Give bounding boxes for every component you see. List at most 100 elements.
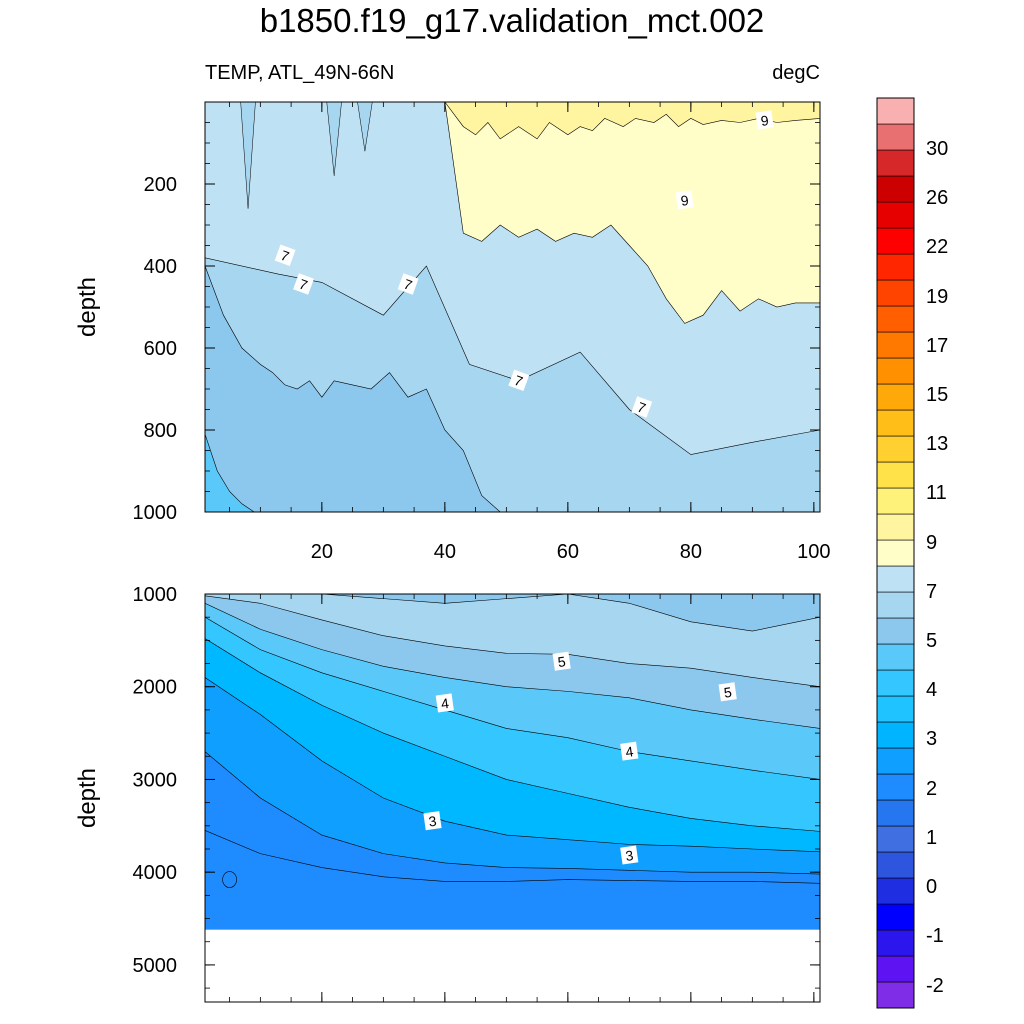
colorbar: 30 26 22 19 17 15 13 11 9 7 5 4 3 2 1 0 -1 -2 — [876, 97, 948, 1009]
cold-tongue — [326, 102, 342, 176]
contour-label: 4 — [620, 741, 639, 761]
x-tick-label: 60 — [557, 541, 579, 563]
contour-fill-6 — [205, 265, 820, 512]
contour-label-box — [675, 190, 694, 210]
deep-fill — [205, 886, 820, 930]
colorbar-label: 19 — [926, 286, 948, 308]
x-axis: 20 40 60 80 100 — [229, 102, 831, 563]
colorbar-swatch — [876, 591, 915, 619]
colorbar-label: 2 — [926, 778, 937, 800]
y-axis-label: depth — [74, 277, 101, 337]
contour-label-text: 9 — [680, 192, 690, 209]
colorbar-label: 4 — [926, 679, 937, 701]
y-tick-label: 400 — [144, 256, 177, 278]
x-tick-label: 20 — [311, 541, 333, 563]
contour-label-text: 3 — [624, 847, 634, 864]
contour-label-box — [552, 651, 571, 671]
colorbar-swatch — [876, 825, 915, 853]
colorbar-swatch — [876, 747, 915, 775]
colorbar-swatch — [876, 877, 915, 905]
colorbar-swatch — [876, 929, 915, 957]
x-tick-label: 80 — [680, 541, 702, 563]
colorbar-swatch — [876, 643, 915, 671]
contour-label: 7 — [631, 396, 653, 418]
colorbar-swatch — [876, 383, 915, 411]
closed-contour — [222, 871, 237, 888]
colorbar-label: 17 — [926, 335, 948, 357]
colorbar-label: 3 — [926, 728, 937, 750]
colorbar-swatch — [876, 149, 915, 177]
y-axis: 200 400 600 800 1000 — [133, 101, 820, 524]
colorbar-label: 0 — [926, 876, 937, 898]
colorbar-swatch — [876, 123, 915, 151]
y-axis-label: depth — [74, 768, 101, 828]
colorbar-swatch — [876, 253, 915, 281]
colorbar-label: -2 — [926, 975, 944, 997]
colorbar-label: -1 — [926, 925, 944, 947]
contour-label-box — [718, 682, 737, 702]
colorbar-swatch — [876, 539, 915, 567]
colorbar-swatch — [876, 175, 915, 203]
y-tick-label: 1000 — [133, 584, 178, 606]
colorbar-label: 7 — [926, 581, 937, 603]
variable-label: TEMP, ATL_49N-66N — [205, 62, 395, 84]
plot-frame — [204, 593, 821, 1003]
colorbar-swatch — [876, 201, 915, 229]
contour-label-box — [620, 741, 639, 761]
x-axis — [229, 594, 815, 1002]
contour-label: 4 — [435, 693, 454, 713]
contour-label: 3 — [423, 811, 442, 831]
contour-label-text: 4 — [440, 695, 450, 712]
contour-label-box — [423, 811, 442, 831]
colorbar-swatch — [876, 279, 915, 307]
colorbar-label: 1 — [926, 827, 937, 849]
contour-label-box — [397, 273, 419, 295]
colorbar-swatch — [876, 409, 915, 437]
y-tick-label: 600 — [144, 338, 177, 360]
colorbar-swatch — [876, 981, 915, 1009]
colorbar-label: 15 — [926, 384, 948, 406]
y-tick-label: 5000 — [133, 955, 178, 977]
colorbar-label: 5 — [926, 630, 937, 652]
colorbar-swatch — [876, 305, 915, 333]
colorbar-label: 26 — [926, 187, 948, 209]
contour-label-text: 9 — [760, 112, 770, 129]
contour-label-box — [435, 693, 454, 713]
y-tick-label: 4000 — [133, 862, 178, 884]
contour-label: 3 — [620, 845, 639, 865]
colorbar-swatch — [876, 357, 915, 385]
y-tick-label: 800 — [144, 420, 177, 442]
colorbar-swatch — [876, 97, 915, 125]
contour-label: 7 — [397, 273, 419, 295]
y-tick-label: 3000 — [133, 769, 178, 791]
lower-contour-panel: 5 5 4 4 3 3 1000 2000 3000 4000 5000 depth — [74, 584, 821, 1003]
contour-label: 7 — [508, 369, 530, 392]
cold-tongue — [240, 102, 256, 209]
contour-label: 9 — [755, 110, 774, 130]
no-data-region — [205, 929, 820, 1002]
plot-area: 5 5 4 4 3 3 — [205, 594, 820, 1002]
contour-label-box — [508, 369, 530, 392]
colorbar-swatch — [876, 461, 915, 489]
colorbar-swatch — [876, 721, 915, 749]
cold-tongue — [357, 102, 373, 152]
contour-label-box — [755, 110, 774, 130]
colorbar-swatch — [876, 565, 915, 593]
colorbar-swatch — [876, 669, 915, 697]
colorbar-swatch — [876, 487, 915, 515]
colorbar-label: 13 — [926, 433, 948, 455]
x-tick-label: 100 — [797, 541, 830, 563]
colorbar-swatch — [876, 331, 915, 359]
colorbar-swatch — [876, 435, 915, 463]
contour-label-box — [631, 396, 653, 418]
y-tick-label: 1000 — [133, 502, 178, 524]
colorbar-swatch — [876, 851, 915, 879]
contour-label-box — [620, 845, 639, 865]
contour-label-text: 5 — [723, 684, 733, 701]
contour-label-box — [293, 273, 314, 295]
colorbar-label: 11 — [926, 482, 947, 504]
colorbar-swatch — [876, 773, 915, 801]
colorbar-swatch — [876, 799, 915, 827]
y-tick-label: 2000 — [133, 677, 178, 699]
y-axis: 1000 2000 3000 4000 5000 — [133, 584, 820, 989]
